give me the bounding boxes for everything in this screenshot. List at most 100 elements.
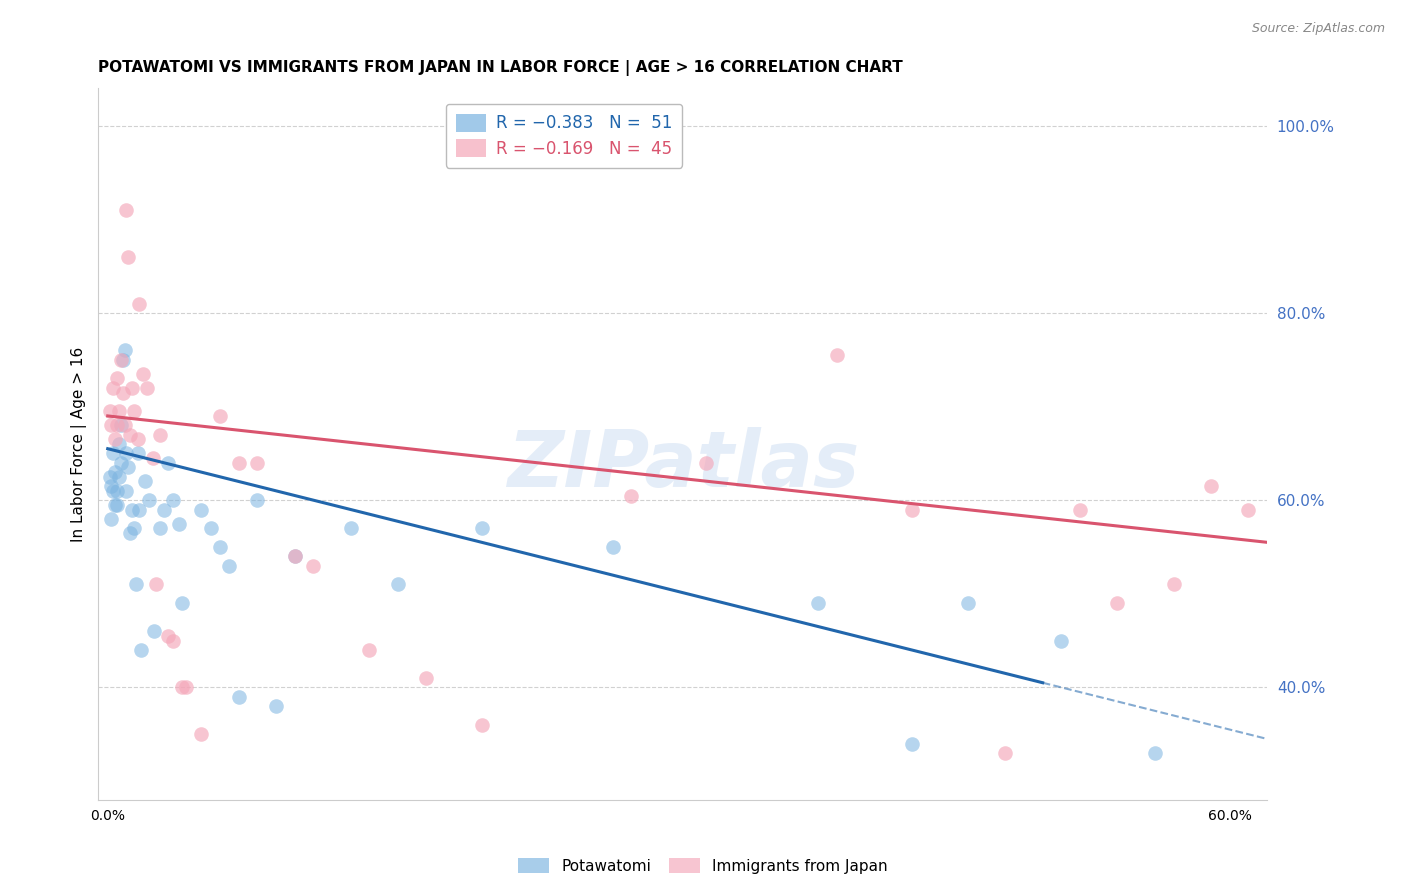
Point: [110, 456, 132, 470]
Point: [115, 202, 138, 217]
Point: [172, 596, 194, 610]
Point: [264, 699, 287, 714]
Point: [695, 456, 717, 470]
Point: [1163, 577, 1185, 591]
Point: [228, 456, 250, 470]
Point: [415, 671, 437, 685]
Point: [359, 643, 381, 657]
Point: [471, 521, 494, 535]
Point: [167, 516, 190, 531]
Point: [200, 521, 222, 535]
Text: ZIPatlas: ZIPatlas: [506, 427, 859, 503]
Point: [100, 512, 122, 526]
Point: [104, 433, 127, 447]
Point: [162, 633, 184, 648]
Point: [994, 746, 1017, 760]
Point: [246, 493, 269, 508]
Point: [1107, 596, 1129, 610]
Point: [122, 404, 145, 418]
Point: [134, 475, 156, 489]
Point: [900, 737, 922, 751]
Point: [121, 381, 143, 395]
Point: [145, 577, 167, 591]
Point: [284, 549, 307, 564]
Point: [98, 404, 121, 418]
Point: [825, 348, 848, 362]
Point: [143, 624, 166, 639]
Point: [110, 418, 132, 433]
Text: Source: ZipAtlas.com: Source: ZipAtlas.com: [1251, 22, 1385, 36]
Point: [284, 549, 307, 564]
Point: [174, 681, 197, 695]
Point: [125, 577, 148, 591]
Point: [105, 418, 128, 433]
Point: [103, 446, 125, 460]
Legend: R = −0.383   N =  51, R = −0.169   N =  45: R = −0.383 N = 51, R = −0.169 N = 45: [446, 103, 682, 168]
Point: [142, 451, 165, 466]
Point: [172, 681, 194, 695]
Point: [131, 643, 153, 657]
Point: [152, 502, 174, 516]
Point: [132, 367, 155, 381]
Point: [1143, 746, 1166, 760]
Point: [114, 343, 136, 358]
Point: [246, 456, 269, 470]
Point: [602, 540, 624, 554]
Point: [190, 727, 212, 741]
Point: [117, 250, 139, 264]
Point: [121, 502, 143, 516]
Point: [103, 483, 125, 498]
Point: [111, 352, 134, 367]
Point: [1050, 633, 1073, 648]
Point: [1199, 479, 1222, 493]
Point: [339, 521, 361, 535]
Point: [956, 596, 979, 610]
Point: [807, 596, 830, 610]
Point: [228, 690, 250, 704]
Point: [387, 577, 409, 591]
Point: [900, 502, 922, 516]
Point: [1237, 502, 1260, 516]
Point: [128, 502, 150, 516]
Point: [103, 381, 125, 395]
Point: [136, 381, 159, 395]
Legend: Potawatomi, Immigrants from Japan: Potawatomi, Immigrants from Japan: [512, 852, 894, 880]
Point: [120, 525, 142, 540]
Point: [156, 629, 179, 643]
Point: [100, 479, 122, 493]
Point: [620, 488, 643, 502]
Point: [149, 427, 172, 442]
Point: [1069, 502, 1091, 516]
Text: POTAWATOMI VS IMMIGRANTS FROM JAPAN IN LABOR FORCE | AGE > 16 CORRELATION CHART: POTAWATOMI VS IMMIGRANTS FROM JAPAN IN L…: [98, 60, 903, 76]
Point: [162, 493, 184, 508]
Point: [190, 502, 212, 516]
Point: [208, 409, 231, 423]
Point: [122, 521, 145, 535]
Point: [114, 418, 136, 433]
Point: [104, 498, 127, 512]
Point: [105, 498, 128, 512]
Point: [149, 521, 172, 535]
Point: [128, 296, 150, 310]
Point: [100, 418, 122, 433]
Point: [208, 540, 231, 554]
Point: [111, 385, 134, 400]
Point: [108, 470, 131, 484]
Point: [115, 483, 138, 498]
Point: [302, 558, 325, 573]
Point: [471, 718, 494, 732]
Point: [108, 404, 131, 418]
Point: [120, 427, 142, 442]
Point: [98, 470, 121, 484]
Y-axis label: In Labor Force | Age > 16: In Labor Force | Age > 16: [72, 346, 87, 541]
Point: [218, 558, 240, 573]
Point: [127, 446, 149, 460]
Point: [115, 446, 138, 460]
Point: [127, 433, 149, 447]
Point: [156, 456, 179, 470]
Point: [104, 465, 127, 479]
Point: [108, 437, 131, 451]
Point: [105, 483, 128, 498]
Point: [138, 493, 160, 508]
Point: [110, 352, 132, 367]
